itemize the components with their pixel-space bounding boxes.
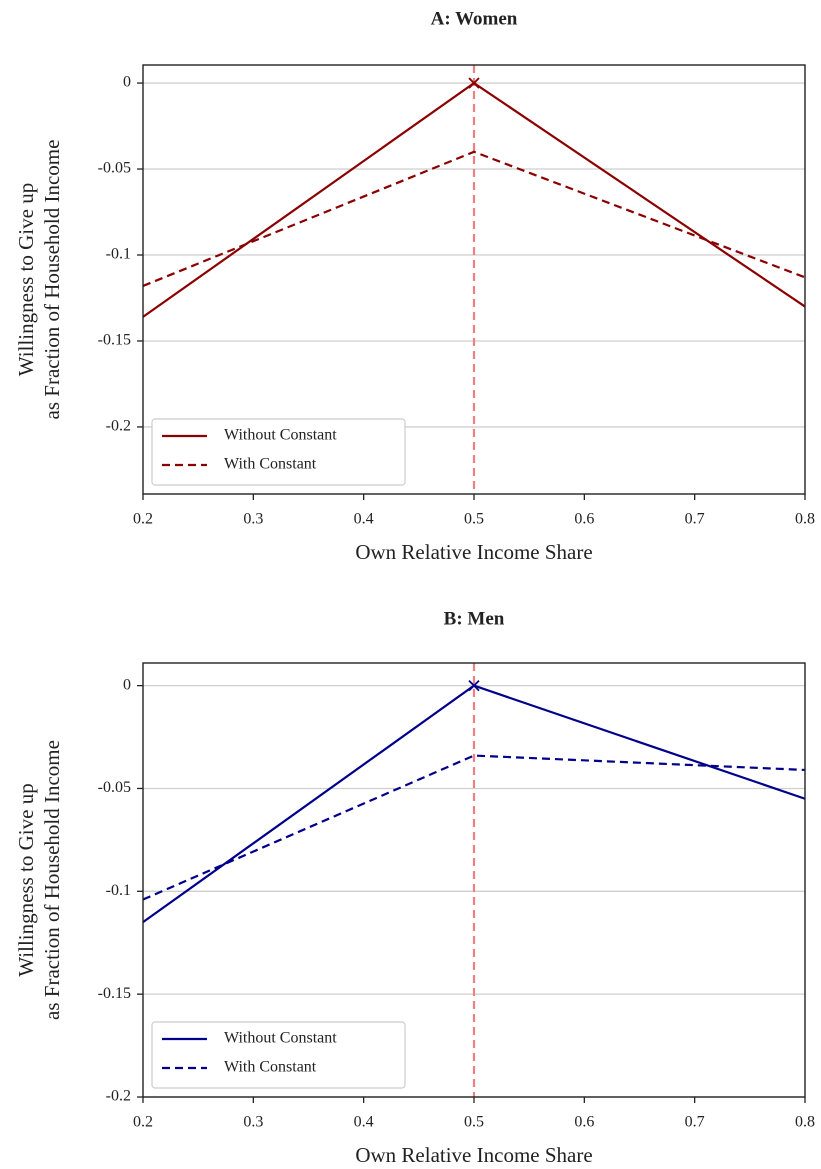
x-tick-label: 0.2 — [133, 511, 153, 528]
chart-title: A: Women — [431, 8, 518, 29]
y-tick-label: -0.1 — [106, 246, 131, 263]
y-tick-label: -0.05 — [98, 160, 131, 177]
legend-label: With Constant — [224, 456, 317, 473]
chart-panel: B: Men 0 -0.05 -0.1 -0.15 -0.20.2 0.3 0.4 0.5 0.6… — [14, 608, 815, 1166]
y-axis-label: as Fraction of Household Income — [40, 140, 64, 420]
x-tick-label: 0.4 — [354, 1114, 374, 1131]
x-tick-label: 0.8 — [795, 511, 815, 528]
legend-box — [151, 1021, 406, 1089]
x-tick-label: 0.8 — [795, 1114, 815, 1131]
y-axis-label: as Fraction of Household Income — [40, 740, 64, 1020]
y-tick-label: 0 — [123, 74, 131, 91]
y-axis-label: Willingness to Give up — [14, 183, 38, 376]
y-tick-label: -0.2 — [106, 1088, 131, 1105]
y-tick-label: -0.1 — [106, 882, 131, 899]
x-tick-label: 0.7 — [685, 1114, 705, 1131]
x-tick-label: 0.4 — [354, 511, 374, 528]
x-axis-label: Own Relative Income Share — [355, 1143, 592, 1167]
x-tick-label: 0.6 — [574, 511, 594, 528]
chart-panel: A: Women 0 -0.05 -0.1 -0.15 -0.2 0.2 0.3 0.4 0.5 0… — [14, 8, 815, 563]
y-tick-label: 0 — [123, 676, 131, 693]
legend-box — [151, 418, 406, 486]
x-tick-label: 0.6 — [574, 1114, 594, 1131]
y-tick-label: -0.2 — [106, 418, 131, 435]
x-tick-label: 0.5 — [464, 1114, 484, 1131]
x-tick-label: 0.2 — [133, 1114, 153, 1131]
y-tick-label: -0.15 — [98, 332, 131, 349]
x-tick-label: 0.3 — [243, 1114, 263, 1131]
legend-label: With Constant — [224, 1059, 317, 1076]
x-tick-label: 0.3 — [243, 511, 263, 528]
legend: Without Constant With Constant — [151, 418, 406, 486]
x-tick-label: 0.5 — [464, 511, 484, 528]
y-tick-label: -0.05 — [98, 779, 131, 796]
point-marker — [468, 77, 480, 89]
legend: Without Constant With Constant — [151, 1021, 406, 1089]
y-tick-label: -0.15 — [98, 985, 131, 1002]
series-line — [142, 754, 806, 901]
chart-title: B: Men — [444, 608, 505, 629]
series-line — [142, 150, 806, 287]
x-axis-label: Own Relative Income Share — [355, 540, 592, 564]
y-axis-label: Willingness to Give up — [14, 783, 38, 976]
plot-frame — [142, 662, 806, 1098]
plot-frame — [142, 64, 806, 495]
legend-label: Without Constant — [224, 1030, 337, 1047]
point-marker — [468, 679, 480, 692]
x-tick-label: 0.7 — [685, 511, 705, 528]
legend-label: Without Constant — [224, 427, 337, 444]
